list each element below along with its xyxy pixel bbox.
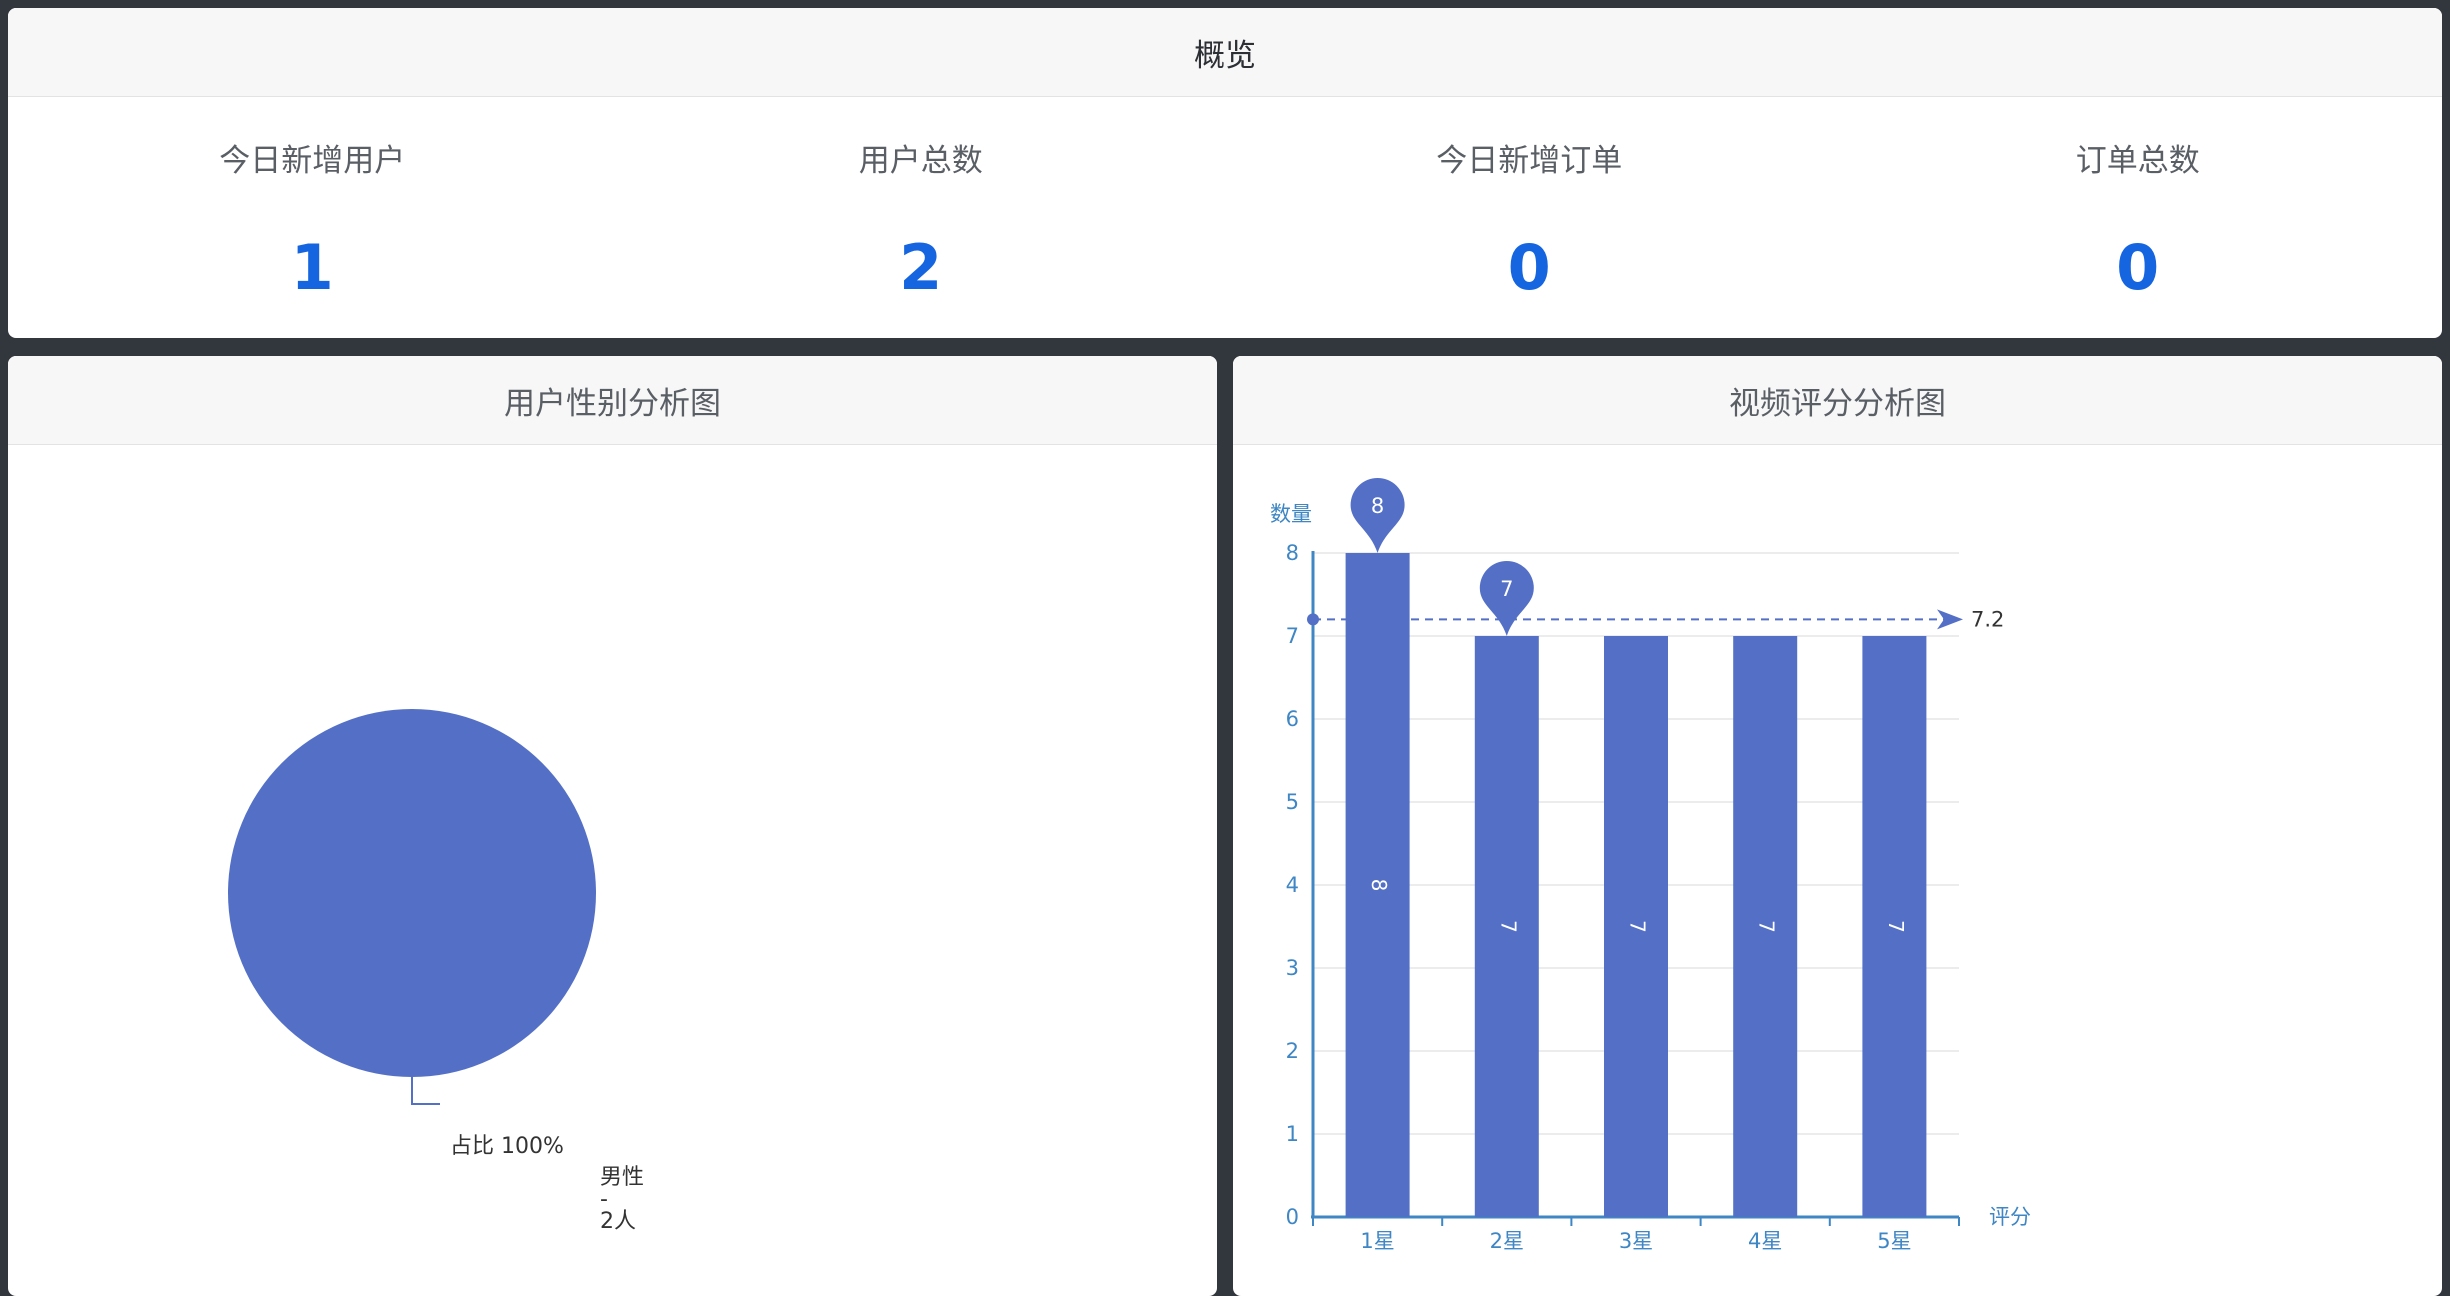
bar [1862,636,1927,1217]
mark-point-pin [1479,560,1534,636]
stats-row: 今日新增用户 1 用户总数 2 今日新增订单 0 订单总数 0 [8,97,2442,337]
bar-data-label: 8 [1367,879,1391,892]
stat-label: 今日新增订单 [1436,143,1623,179]
x-tick-label: 4星 [1748,1229,1782,1253]
y-tick-label: 4 [1286,873,1299,897]
stat-value: 0 [2116,231,2160,304]
stat-new-users-today: 今日新增用户 1 [8,97,617,337]
gender-chart-card: 用户性别分析图 男性-2人 占比 100% [8,356,1217,1296]
stat-value: 1 [290,231,334,304]
overview-card: 概览 今日新增用户 1 用户总数 2 今日新增订单 0 订单总数 0 [8,8,2442,338]
pie-leader-line [411,1077,440,1105]
rating-chart-title: 视频评分分析图 [1233,356,2442,445]
stat-label: 今日新增用户 [219,143,406,179]
average-mark-arrow [1937,609,1963,630]
stat-total-orders: 订单总数 0 [1834,97,2443,337]
stat-value: 2 [899,231,943,304]
x-tick-label: 2星 [1490,1229,1524,1253]
pie-label: 男性-2人 [600,1165,644,1234]
bar-data-label: 7 [1496,920,1520,933]
y-tick-label: 8 [1286,541,1299,565]
bar [1474,636,1539,1217]
y-tick-label: 0 [1286,1205,1299,1229]
y-tick-label: 6 [1286,707,1299,731]
x-tick-label: 1星 [1360,1229,1394,1253]
bar-data-label: 7 [1884,920,1908,933]
y-axis-label: 数量 [1270,502,1312,526]
y-tick-label: 5 [1286,790,1299,814]
gender-chart-title: 用户性别分析图 [8,356,1217,445]
stat-total-users: 用户总数 2 [617,97,1226,337]
average-mark-label: 7.2 [1971,607,2004,631]
x-tick-label: 5星 [1877,1229,1911,1253]
x-tick-label: 3星 [1619,1229,1653,1253]
bar-data-label: 7 [1755,920,1779,933]
stat-new-orders-today: 今日新增订单 0 [1225,97,1834,337]
stat-label: 订单总数 [2075,143,2200,179]
mark-point-label: 8 [1371,494,1384,518]
stat-value: 0 [1507,231,1551,304]
y-tick-label: 2 [1286,1039,1299,1063]
average-mark-start [1307,613,1319,626]
y-tick-label: 7 [1286,624,1299,648]
rating-chart-card: 视频评分分析图 0 1 2 3 4 5 6 7 8 数量评分 1星 8 2星 7 3星 7 4星 7 5星 7 7.2 8… [1233,356,2442,1296]
gender-pie-chart: 男性-2人 占比 100% [228,709,644,1234]
bar [1345,553,1410,1217]
overview-title: 概览 [8,8,2442,97]
pie-percent-label: 占比 100% [450,1134,564,1159]
pie-slice [228,709,596,1077]
y-tick-label: 3 [1286,956,1299,980]
stat-label: 用户总数 [858,143,983,179]
y-tick-label: 1 [1286,1122,1299,1146]
bar-data-label: 7 [1626,920,1650,933]
mark-point-label: 7 [1500,577,1513,601]
bar [1733,636,1798,1217]
x-axis-label: 评分 [1989,1205,2031,1229]
bar [1604,636,1668,1217]
mark-point-pin [1350,478,1405,553]
